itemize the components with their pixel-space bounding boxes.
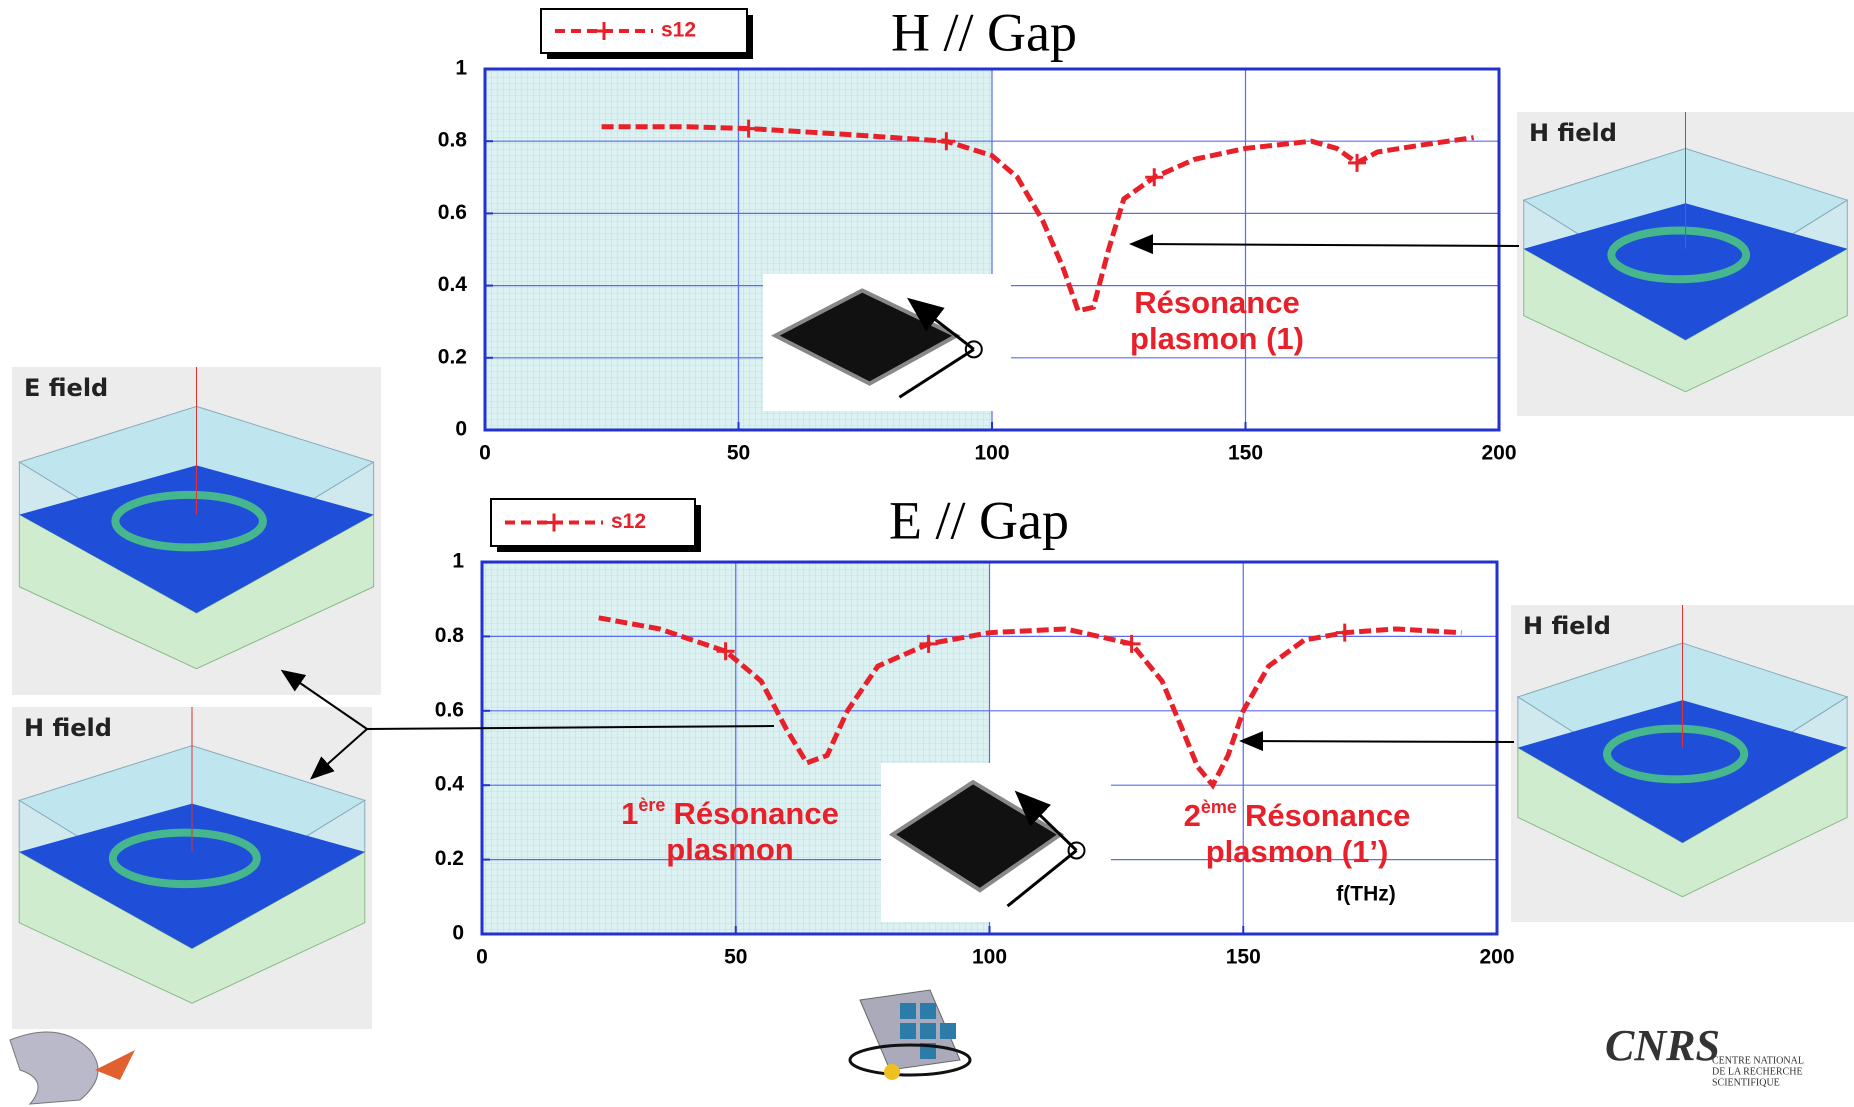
x-tick-label: 100 <box>974 442 1009 465</box>
x-axis-label: f(THz) <box>1336 883 1395 906</box>
y-tick-label: 0.2 <box>435 847 464 870</box>
y-tick-label: 0.4 <box>435 773 465 796</box>
connector-arrow <box>310 728 368 780</box>
x-tick-label: 150 <box>1226 946 1261 969</box>
inset-k <box>1067 841 1086 860</box>
field-plane <box>19 803 365 949</box>
field-hotspot <box>1607 226 1751 284</box>
annotation-text: Résonance <box>1134 285 1299 320</box>
field-hotspot <box>1603 724 1749 784</box>
annotation-sup: ème <box>1201 797 1237 817</box>
point-marker <box>716 642 735 661</box>
y-tick-label: 1 <box>452 550 464 573</box>
inset-arrows <box>1008 795 1078 908</box>
point-marker <box>919 634 938 653</box>
x-tick-label: 200 <box>1481 442 1516 465</box>
field-label: H field <box>1529 119 1617 147</box>
field-image: H field <box>1517 112 1854 416</box>
series-line <box>598 615 1462 790</box>
inset-arrows <box>899 301 975 399</box>
point-marker <box>1145 168 1164 187</box>
field-label: H field <box>1523 612 1611 640</box>
field-image: H field <box>12 707 372 1029</box>
point-marker <box>1335 623 1354 642</box>
field-label: E field <box>24 374 108 402</box>
x-tick-label: 0 <box>476 946 488 969</box>
field-label: H field <box>24 714 112 742</box>
series-line <box>601 124 1475 314</box>
y-tick-label: 1 <box>455 57 467 80</box>
annotation-sup: ère <box>638 795 665 815</box>
point-marker <box>1122 634 1141 653</box>
point-marker <box>937 132 956 151</box>
y-tick-label: 0 <box>455 418 467 441</box>
field-image: E field <box>12 367 381 695</box>
logo-text: DE LA RECHERCHE <box>1712 1066 1803 1077</box>
chart-title: H // Gap <box>891 2 1077 62</box>
annotation: 2ème Résonance <box>1184 797 1411 833</box>
y-tick-label: 0.6 <box>438 201 467 224</box>
legend-marker <box>595 22 613 40</box>
y-tick-label: 0.8 <box>435 624 465 647</box>
field-hotspot <box>111 490 267 552</box>
x-tick-label: 100 <box>972 946 1007 969</box>
annotation: 1ère Résonance <box>621 795 839 831</box>
inset-k <box>964 340 983 359</box>
point-marker <box>739 119 758 138</box>
connector <box>366 725 775 730</box>
point-marker <box>1348 153 1367 172</box>
x-tick-label: 150 <box>1228 442 1263 465</box>
y-tick-label: 0.4 <box>438 273 468 296</box>
y-tick-label: 0.8 <box>438 129 468 152</box>
y-tick-label: 0.2 <box>438 345 467 368</box>
annotation-number: 2 <box>1184 798 1201 833</box>
chart-title: E // Gap <box>889 490 1069 550</box>
x-tick-label: 50 <box>727 442 750 465</box>
logo-center <box>848 989 972 1080</box>
x-tick-label: 0 <box>479 442 491 465</box>
field-plane <box>19 465 374 613</box>
logo-left <box>9 1031 135 1105</box>
plot-frame <box>483 67 1501 432</box>
annotation-line2: plasmon (1’) <box>1206 834 1389 869</box>
annotation-arrow <box>1239 731 1515 752</box>
logo-cnrs: CNRS <box>1605 1021 1720 1070</box>
y-tick-label: 0 <box>452 922 464 945</box>
annotation: Résonance <box>1134 285 1299 320</box>
connector-arrow <box>280 669 368 730</box>
field-plane <box>1523 203 1848 340</box>
x-tick-label: 200 <box>1479 946 1514 969</box>
annotation-line2: plasmon (1) <box>1130 321 1304 356</box>
logo-text: CENTRE NATIONAL <box>1712 1055 1804 1066</box>
legend-label: s12 <box>611 510 646 533</box>
field-image: H field <box>1511 605 1854 922</box>
field-plane <box>1517 700 1848 843</box>
legend-marker <box>545 513 563 532</box>
y-tick-label: 0.6 <box>435 698 464 721</box>
x-tick-label: 50 <box>724 946 747 969</box>
legend-label: s12 <box>661 19 696 42</box>
logo-text: SCIENTIFIQUE <box>1712 1077 1780 1088</box>
annotation-text: Résonance <box>673 796 838 831</box>
svg-text:CNRS: CNRS <box>1605 1021 1720 1070</box>
annotation-text: Résonance <box>1245 798 1410 833</box>
plot-frame <box>480 560 1499 936</box>
field-hotspot <box>108 828 261 889</box>
annotation-arrow <box>1129 234 1520 255</box>
annotation-line2: plasmon <box>666 832 793 867</box>
annotation-number: 1 <box>621 796 638 831</box>
